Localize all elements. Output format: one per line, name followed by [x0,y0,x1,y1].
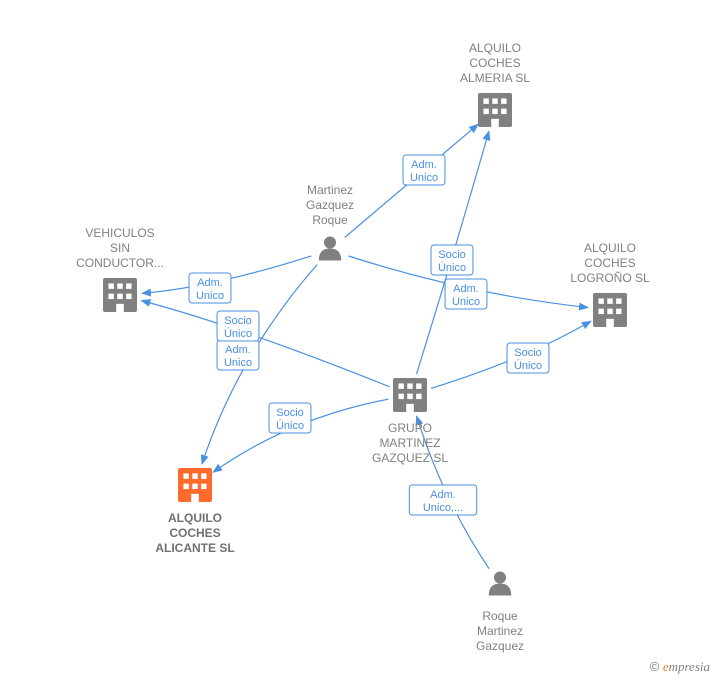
node-label: SIN [110,241,130,255]
node-label: Martinez [307,183,353,197]
node-label: GAZQUEZ SL [372,451,448,465]
svg-text:Adm.: Adm. [453,283,479,295]
svg-text:Único: Único [514,359,542,372]
node-label: MARTINEZ [379,436,440,450]
edge-label: SocioÚnico [507,343,549,373]
edge [141,301,389,387]
node-label: LOGROÑO SL [570,271,650,285]
node-label: Gazquez [306,198,354,212]
node-label: Gazquez [476,639,524,653]
node-label: ALQUILO [168,511,222,525]
node-label: Roque [482,609,518,623]
node-label: ALMERIA SL [460,71,530,85]
node-label: ALQUILO [469,41,521,55]
svg-text:Socio: Socio [438,249,466,261]
person-icon [319,237,342,261]
svg-text:Socio: Socio [514,347,542,359]
svg-text:Único: Único [224,327,252,340]
node-label: ALICANTE SL [155,541,234,555]
node-label: Roque [312,213,348,227]
node-label: GRUPO [388,421,432,435]
node-label: VEHICULOS [85,226,154,240]
building-icon [478,93,512,127]
copyright-symbol: © [650,659,660,674]
svg-text:Adm.: Adm. [430,489,456,501]
building-icon [393,378,427,412]
edge-label: Adm.Unico [403,155,445,185]
svg-text:Único: Único [276,419,304,432]
building-icon [178,468,212,502]
svg-text:Adm.: Adm. [411,159,437,171]
svg-text:Adm.: Adm. [197,277,223,289]
node-label: CONDUCTOR... [76,256,164,270]
node-label: Martinez [477,624,523,638]
building-icon [103,278,137,312]
person-icon [489,572,512,596]
edge-label: Adm.Unico,... [409,485,476,515]
edge-label: SocioÚnico [217,311,259,341]
svg-text:Unico: Unico [196,290,224,302]
svg-text:Unico: Unico [224,357,252,369]
edge-label: Adm.Unico [217,340,259,370]
relationship-graph: Adm.UnicoAdm.UnicoAdm.UnicoAdm.UnicoSoci… [0,0,728,685]
svg-text:Unico: Unico [410,172,438,184]
node-label: ALQUILO [584,241,636,255]
svg-text:Único: Único [438,261,466,274]
edge-label: Adm.Unico [445,279,487,309]
edge-label: SocioÚnico [431,245,473,275]
building-icon [593,293,627,327]
node-label: COCHES [169,526,220,540]
node-label: COCHES [584,256,635,270]
svg-text:Unico: Unico [452,296,480,308]
edge-label: Adm.Unico [189,273,231,303]
edge-label: SocioÚnico [269,403,311,433]
node-label: COCHES [469,56,520,70]
footer-credit: © empresia [650,659,710,675]
svg-text:Unico,...: Unico,... [423,502,463,514]
svg-text:Socio: Socio [224,315,252,327]
brand-rest: mpresia [669,659,710,674]
svg-text:Socio: Socio [276,407,304,419]
svg-text:Adm.: Adm. [225,344,251,356]
